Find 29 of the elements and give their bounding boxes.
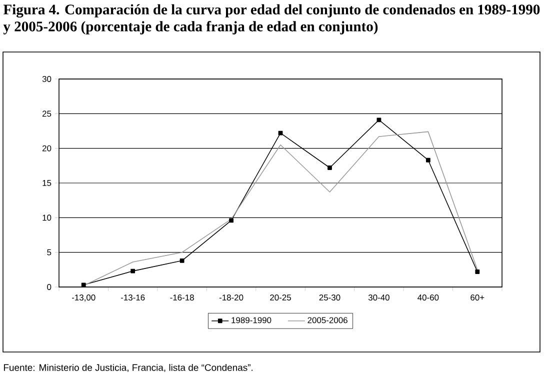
x-tick-label: 25-30 [319, 294, 340, 301]
x-tick-label: 30-40 [368, 294, 390, 301]
x-tick-label: -13-16 [120, 294, 145, 301]
x-tick-label: -16-18 [170, 294, 194, 301]
x-tick-label: 60+ [470, 294, 484, 301]
chart-title: Figura 4. Comparación de la curva por edad del conjunto de condenados en 1989-1990 y 2005-2006 (porcentaje de cada franja de edad en conjunto) [3, 4, 540, 34]
point [475, 270, 480, 274]
point [180, 258, 184, 263]
y-tick-label: 20 [42, 145, 52, 152]
x-tick-label: 20-25 [270, 294, 291, 301]
x-tick-label: -18-20 [219, 294, 244, 301]
point [229, 218, 234, 223]
point [278, 130, 283, 136]
y-tick-label: 10 [42, 214, 52, 221]
y-tick-label: 30 [42, 76, 52, 82]
point [376, 118, 382, 122]
y-tick-label: 0 [47, 284, 52, 290]
legend-label: 2005-2006 [308, 317, 348, 324]
point [130, 268, 136, 274]
point [81, 282, 86, 288]
source-note: Fuente: Ministerio de Justicia, Francia, lista de “Condenas”. [4, 364, 253, 372]
x-tick-label: -13,00 [72, 294, 96, 302]
y-tick-label: 15 [42, 180, 52, 186]
y-tick-label: 5 [47, 249, 52, 256]
x-tick-label: 40-60 [418, 294, 439, 301]
y-tick-label: 25 [42, 110, 52, 117]
legend-label: 1989-1990 [232, 317, 272, 324]
point [328, 166, 332, 170]
point [426, 158, 430, 162]
